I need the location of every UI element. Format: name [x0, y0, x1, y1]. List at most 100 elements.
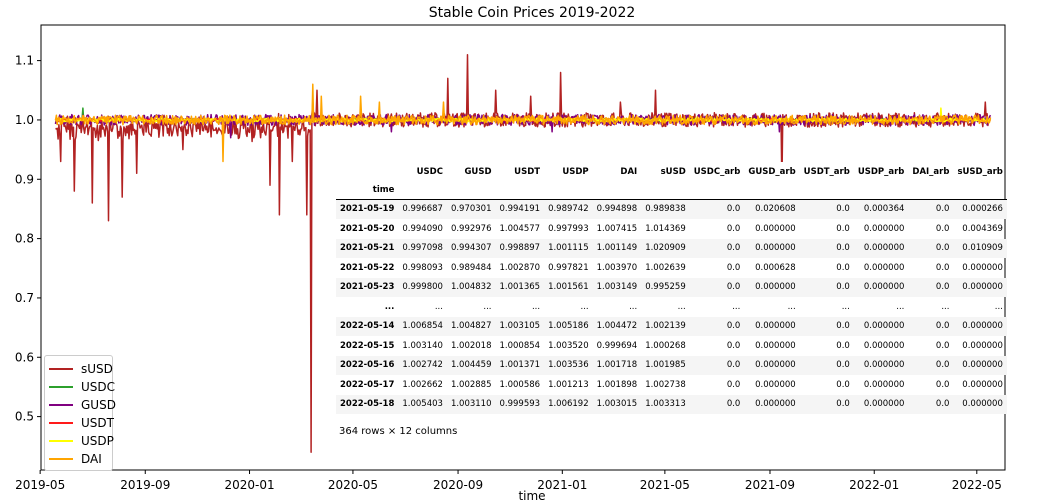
dataframe-cell: 1.004459	[450, 360, 492, 371]
dataframe-cell: 0.0	[726, 399, 741, 410]
dataframe-cell: 0.997821	[548, 262, 589, 273]
table-row: .......................................	[336, 297, 1007, 317]
dataframe-cell: 0.000000	[755, 282, 796, 293]
table-row: 2021-05-22 0.998093 0.989484 1.002870 0.9978…	[336, 258, 1007, 278]
dataframe-row-index: ...	[384, 301, 395, 312]
dataframe-row-index: 2022-05-18	[340, 399, 395, 410]
dataframe-row-index: 2022-05-16	[340, 360, 395, 371]
dataframe-cell: ...	[732, 301, 741, 312]
x-tick-label-2: 2020-01	[224, 478, 274, 492]
table-row: 2021-05-19 0.996687 0.970301 0.994191 0.9897…	[336, 199, 1007, 219]
dataframe-index-name: time	[372, 185, 395, 195]
series-line-dai	[54, 83, 992, 163]
dataframe-column-header: sUSD_arb	[957, 166, 1003, 177]
dataframe-cell: 1.002018	[450, 340, 492, 351]
dataframe-cell: 0.998897	[499, 243, 541, 254]
dataframe-cell: 0.0	[836, 204, 850, 215]
dataframe-cell: 1.001115	[548, 243, 589, 254]
dataframe-cell: 0.0	[935, 223, 950, 234]
y-tick-label-3: 0.8	[15, 232, 34, 246]
dataframe-cell: ...	[434, 301, 443, 312]
dataframe-cell: ...	[994, 301, 1003, 312]
dataframe-cell: 0.0	[935, 321, 950, 332]
dataframe-cell: 1.005403	[402, 399, 443, 410]
dataframe-cell: 0.997993	[548, 223, 589, 234]
dataframe-cell: 0.000000	[863, 321, 905, 332]
dataframe-cell: 0.0	[836, 243, 850, 254]
x-tick-label-0: 2019-05	[15, 478, 65, 492]
dataframe-cell: 0.0	[935, 243, 950, 254]
dataframe-cell: 1.003140	[402, 340, 443, 351]
dataframe-cell: 0.004369	[962, 223, 1003, 234]
dataframe-cell: 1.001365	[499, 282, 541, 293]
dataframe-cell: 0.0	[726, 321, 741, 332]
dataframe-cell: 1.004577	[499, 223, 541, 234]
dataframe-cell: 1.003149	[596, 282, 638, 293]
dataframe-cell: 0.000000	[863, 243, 905, 254]
x-tick-label-6: 2021-05	[640, 478, 690, 492]
y-tick-label-4: 0.9	[15, 172, 34, 186]
dataframe-cell: 0.0	[726, 204, 741, 215]
dataframe-cell: 1.002870	[499, 262, 541, 273]
dataframe-cell: 0.000000	[863, 360, 905, 371]
dataframe-column-header: USDC	[416, 166, 443, 177]
dataframe-cell: 0.000000	[863, 399, 905, 410]
legend-item-usdt: USDT	[49, 414, 114, 432]
dataframe-cell: 0.999800	[402, 282, 443, 293]
legend-swatch	[49, 368, 73, 370]
dataframe-cell: 0.020608	[755, 204, 796, 215]
dataframe-cell: ...	[841, 301, 850, 312]
dataframe-column-header: USDT	[514, 166, 541, 177]
dataframe-cell: 0.994191	[499, 204, 541, 215]
x-tick-label-1: 2019-09	[120, 478, 170, 492]
x-tick-label-9: 2022-05	[952, 478, 1002, 492]
dataframe-cell: ...	[941, 301, 950, 312]
plot-area-frame	[40, 24, 1006, 471]
dataframe-cell: 0.0	[836, 321, 850, 332]
dataframe-cell: ...	[787, 301, 796, 312]
dataframe-cell: ...	[580, 301, 589, 312]
legend-item-susd: sUSD	[49, 360, 113, 378]
dataframe-header-row: USDC GUSD USDT USDP DAI sUSD USDC_arb GUSD_arb U…	[336, 162, 1007, 182]
dataframe-cell: ...	[531, 301, 541, 312]
dataframe-cell: ...	[896, 301, 905, 312]
legend-label: USDT	[81, 416, 114, 430]
dataframe-cell: 0.0	[836, 282, 850, 293]
dataframe-cell: 0.995259	[645, 282, 686, 293]
y-tick-label-2: 0.7	[15, 291, 34, 305]
legend-item-usdc: USDC	[49, 378, 115, 396]
dataframe-cell: 0.998093	[402, 262, 443, 273]
dataframe-cell: 0.0	[935, 204, 950, 215]
dataframe-column-header: GUSD	[464, 166, 492, 177]
dataframe-cell: 0.0	[726, 340, 741, 351]
table-row: 2021-05-23 0.999800 1.004832 1.001365 1.0015…	[336, 277, 1007, 297]
legend-swatch	[49, 458, 73, 460]
dataframe-cell: 1.003105	[499, 321, 541, 332]
dataframe-corner-cell	[336, 162, 398, 182]
table-row: 2022-05-15 1.003140 1.002018 1.000854 1.0035…	[336, 336, 1007, 356]
dataframe-cell: 0.0	[836, 379, 850, 390]
dataframe-cell: 0.000000	[863, 282, 905, 293]
chart-legend: sUSD USDC GUSD USDT USDP DAI	[44, 355, 116, 471]
dataframe-cell: 0.0	[836, 399, 850, 410]
dataframe-cell: 0.000000	[755, 399, 796, 410]
dataframe-cell: 0.000000	[962, 262, 1003, 273]
y-tick-label-0: 0.5	[15, 410, 34, 424]
dataframe-cell: 0.997098	[402, 243, 443, 254]
legend-item-dai: DAI	[49, 450, 108, 468]
legend-swatch	[49, 422, 73, 424]
dataframe-cell: 1.001371	[499, 360, 541, 371]
dataframe-cell: 0.000000	[755, 321, 796, 332]
x-axis: 2019-05 2019-09 2020-01 2020-05 2020-09 2021-…	[15, 470, 1002, 492]
dataframe-cell: 0.000000	[863, 262, 905, 273]
dataframe-column-header: USDP_arb	[857, 166, 905, 177]
dataframe-cell: 1.004827	[450, 321, 492, 332]
dataframe-cell: 1.003015	[596, 399, 638, 410]
dataframe-row-index: 2021-05-22	[340, 262, 395, 273]
legend-item-gusd: GUSD	[49, 396, 116, 414]
dataframe-cell: 1.004472	[596, 321, 638, 332]
dataframe-cell: 0.0	[935, 340, 950, 351]
dataframe-cell: 1.003313	[645, 399, 686, 410]
dataframe-cell: 1.001213	[548, 379, 589, 390]
dataframe-cell: 1.001561	[548, 282, 589, 293]
